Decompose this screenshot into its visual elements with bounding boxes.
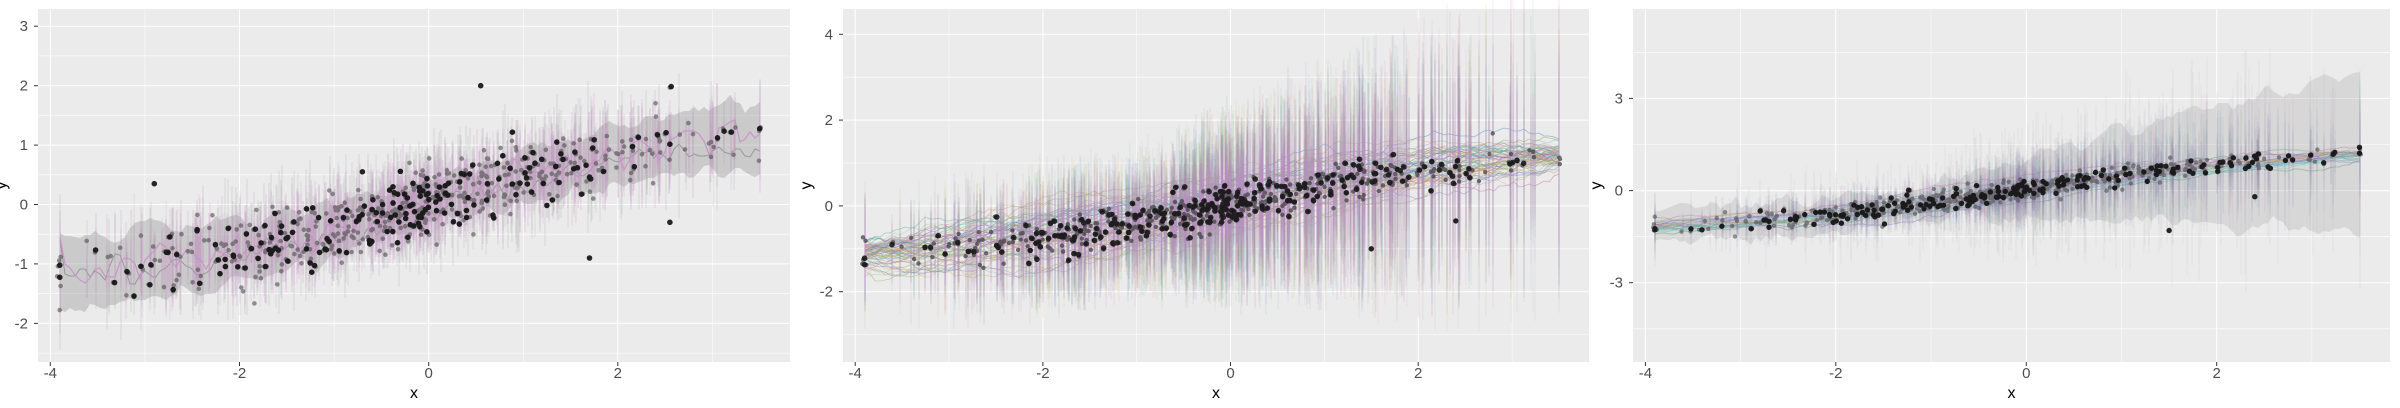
svg-text:-2: -2 — [15, 315, 28, 332]
svg-text:-4: -4 — [849, 365, 862, 382]
svg-text:-2: -2 — [1829, 365, 1842, 382]
svg-text:0: 0 — [825, 198, 833, 215]
svg-text:3: 3 — [1615, 90, 1623, 107]
svg-text:x: x — [2008, 385, 2016, 402]
svg-text:y: y — [0, 182, 10, 190]
svg-text:y: y — [1588, 182, 1605, 190]
svg-text:-4: -4 — [44, 365, 57, 382]
svg-text:2: 2 — [1414, 365, 1422, 382]
svg-text:1: 1 — [20, 137, 28, 154]
svg-text:-2: -2 — [820, 284, 833, 301]
svg-text:0: 0 — [2022, 365, 2030, 382]
svg-text:2: 2 — [825, 112, 833, 129]
svg-text:2: 2 — [614, 365, 622, 382]
svg-text:-2: -2 — [233, 365, 246, 382]
svg-text:y: y — [798, 182, 815, 190]
svg-text:-1: -1 — [15, 256, 28, 273]
svg-text:x: x — [1212, 385, 1220, 402]
svg-text:2: 2 — [2213, 365, 2221, 382]
svg-text:0: 0 — [20, 197, 28, 214]
svg-text:2: 2 — [20, 78, 28, 95]
svg-text:-4: -4 — [1639, 365, 1652, 382]
svg-text:4: 4 — [825, 26, 833, 43]
svg-text:-2: -2 — [1036, 365, 1049, 382]
svg-text:-3: -3 — [1610, 275, 1623, 292]
svg-text:0: 0 — [1226, 365, 1234, 382]
svg-text:0: 0 — [1615, 183, 1623, 200]
svg-text:3: 3 — [20, 18, 28, 35]
svg-text:x: x — [410, 385, 418, 402]
svg-text:0: 0 — [425, 365, 433, 382]
